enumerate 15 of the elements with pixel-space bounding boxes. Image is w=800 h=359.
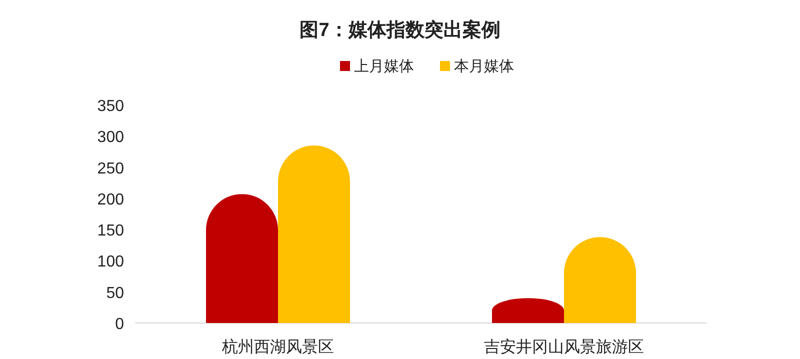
x-tick-label: 吉安井冈山风景旅游区 (484, 338, 644, 356)
bar (206, 194, 278, 323)
y-tick-label: 100 (97, 254, 124, 271)
legend-label: 上月媒体 (354, 58, 414, 75)
chart-title: 图7：媒体指数突出案例 (300, 19, 500, 41)
bar (278, 146, 350, 323)
y-tick-label: 0 (115, 316, 124, 333)
legend-label: 本月媒体 (454, 58, 514, 75)
y-tick-label: 50 (106, 284, 124, 302)
y-tick-label: 350 (97, 98, 124, 115)
y-tick-label: 300 (97, 129, 124, 146)
y-tick-label: 200 (97, 191, 124, 208)
y-tick-label: 150 (97, 222, 124, 240)
x-tick-label: 杭州西湖风景区 (221, 338, 334, 356)
y-tick-label: 250 (97, 160, 124, 178)
